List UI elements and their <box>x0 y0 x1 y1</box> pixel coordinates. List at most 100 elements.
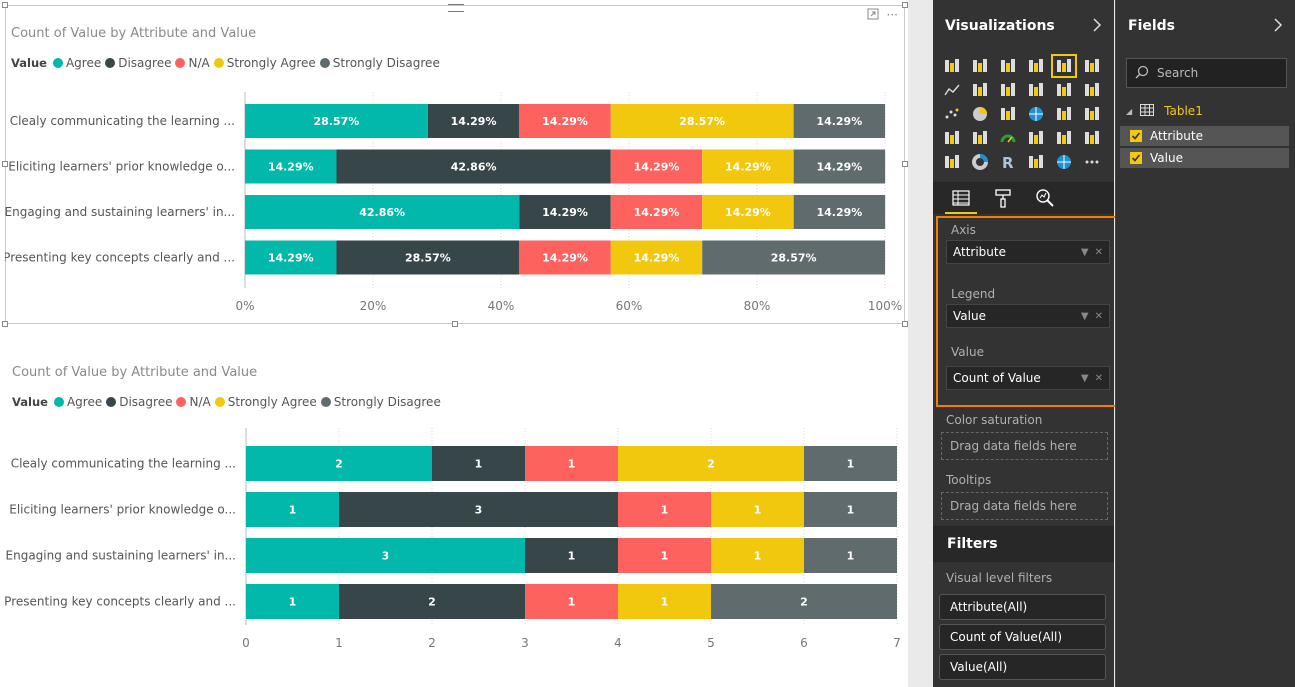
checkbox-checked-icon[interactable] <box>1130 130 1142 142</box>
collapse-triangle-icon[interactable]: ◢ <box>1126 106 1133 116</box>
table-node[interactable]: ◢ Table1 <box>1116 100 1295 122</box>
bar-segment <box>618 538 711 573</box>
close-icon[interactable]: ✕ <box>1094 372 1103 384</box>
close-icon[interactable]: ✕ <box>1094 246 1103 258</box>
axis-field-pill[interactable]: Attribute ▼ ✕ <box>946 240 1110 264</box>
visual-title: Count of Value by Attribute and Value <box>12 365 258 380</box>
analytics-magnifier-icon[interactable] <box>1033 184 1057 212</box>
filled-map-icon[interactable] <box>941 128 963 148</box>
legend-item-disagree[interactable]: Disagree <box>106 395 172 409</box>
x-tick-label: 3 <box>521 636 529 650</box>
legend-label: Agree <box>65 56 102 70</box>
field-wells-highlight: Axis Attribute ▼ ✕ Legend Value ▼ ✕ Value … <box>936 216 1118 407</box>
focus-mode-icon[interactable] <box>867 8 879 23</box>
resize-handle[interactable] <box>2 161 8 167</box>
matrix-visual-icon[interactable] <box>1081 104 1103 124</box>
clustered-column-chart-icon[interactable] <box>1025 56 1047 76</box>
fields-tab-icon[interactable] <box>945 184 977 214</box>
gauge-icon[interactable] <box>997 128 1019 148</box>
data-label: 1 <box>568 458 576 471</box>
ribbon-chart-icon[interactable] <box>1081 80 1103 100</box>
stacked-100-bar-visual[interactable]: ··· Count of Value by Attribute and Valu… <box>2 2 908 327</box>
legend-item-na[interactable]: N/A <box>176 395 211 409</box>
funnel-icon[interactable] <box>969 128 991 148</box>
bar-segment <box>711 584 897 619</box>
tooltips-drop-zone[interactable]: Drag data fields here <box>941 492 1108 520</box>
chevron-down-icon[interactable]: ▼ <box>1080 310 1089 322</box>
legend-item-na[interactable]: N/A <box>175 56 210 70</box>
pie-chart-icon[interactable] <box>969 104 991 124</box>
legend-label: Strongly Agree <box>226 56 316 70</box>
stacked-bar-chart-icon[interactable] <box>941 56 963 76</box>
chevron-down-icon[interactable]: ▼ <box>1080 246 1089 258</box>
stacked-column-100-chart-icon[interactable] <box>1081 56 1103 76</box>
data-label: 1 <box>754 550 762 563</box>
scatter-chart-icon[interactable] <box>941 104 963 124</box>
more-options-icon[interactable]: ··· <box>886 8 898 22</box>
bar-segment <box>702 240 886 275</box>
close-icon[interactable]: ✕ <box>1094 310 1103 322</box>
multi-row-card-icon[interactable] <box>1025 128 1047 148</box>
drag-handle[interactable] <box>448 4 464 12</box>
legend-item-strongly-disagree[interactable]: Strongly Disagree <box>320 395 441 409</box>
globe-map-icon[interactable] <box>1053 152 1075 172</box>
r-script-icon[interactable]: R <box>997 152 1019 172</box>
x-tick-label: 6 <box>800 636 808 650</box>
report-canvas[interactable]: ··· Count of Value by Attribute and Valu… <box>0 0 908 687</box>
chart-plot-area[interactable]: 0 1 2 3 4 5 6 7 Clealy communicating the learnin… <box>5 355 905 675</box>
format-paint-roller-icon[interactable] <box>991 184 1015 212</box>
kpi-icon[interactable] <box>1081 128 1103 148</box>
legend-field-pill[interactable]: Value ▼ ✕ <box>946 304 1110 328</box>
resize-handle[interactable] <box>902 321 908 327</box>
field-name: Value <box>1150 151 1183 165</box>
legend-item-agree[interactable]: Agree <box>52 56 102 70</box>
treemap-icon[interactable] <box>997 104 1019 124</box>
resize-handle[interactable] <box>2 321 8 327</box>
legend-item-disagree[interactable]: Disagree <box>105 56 171 70</box>
resize-handle[interactable] <box>452 321 458 327</box>
bar-segment <box>246 584 339 619</box>
bar-segment <box>702 149 794 184</box>
legend-item-strongly-disagree[interactable]: Strongly Disagree <box>319 56 440 70</box>
field-value[interactable]: Value <box>1120 148 1289 168</box>
chevron-right-icon[interactable] <box>1092 17 1102 36</box>
table-visual-icon[interactable] <box>1053 104 1075 124</box>
filter-count-of-value[interactable]: Count of Value(All) <box>939 624 1106 650</box>
bar-segment <box>610 149 703 184</box>
bar-segment <box>245 240 337 275</box>
color-saturation-drop-zone[interactable]: Drag data fields here <box>941 432 1108 460</box>
checkbox-checked-icon[interactable] <box>1130 152 1142 164</box>
value-field-pill[interactable]: Count of Value ▼ ✕ <box>946 366 1110 390</box>
resize-handle[interactable] <box>2 2 8 8</box>
line-clustered-column-icon[interactable] <box>1053 80 1075 100</box>
line-chart-icon[interactable] <box>941 80 963 100</box>
filter-value[interactable]: Value(All) <box>939 654 1106 680</box>
line-column-chart-icon[interactable] <box>1025 80 1047 100</box>
legend-item-strongly-agree[interactable]: Strongly Agree <box>213 56 316 70</box>
bar-segment <box>804 492 897 527</box>
stacked-column-chart-icon[interactable] <box>969 56 991 76</box>
chevron-down-icon[interactable]: ▼ <box>1080 372 1089 384</box>
clustered-bar-chart-icon[interactable] <box>997 56 1019 76</box>
legend-item-agree[interactable]: Agree <box>53 395 102 409</box>
chart-plot-area[interactable]: 0% 20% 40% 60% 80% 100% Clealy communicating t… <box>5 5 905 324</box>
chevron-right-icon[interactable] <box>1273 17 1283 36</box>
donut-chart-icon[interactable] <box>969 152 991 172</box>
fields-search-input[interactable]: Search <box>1126 58 1287 88</box>
stacked-area-chart-icon[interactable] <box>997 80 1019 100</box>
shape-map-icon[interactable] <box>1025 152 1047 172</box>
stacked-bar-100-chart-icon[interactable] <box>1051 54 1077 78</box>
resize-handle[interactable] <box>902 161 908 167</box>
card-icon[interactable] <box>1053 128 1075 148</box>
data-label: 2 <box>335 458 343 471</box>
map-icon[interactable] <box>1025 104 1047 124</box>
filter-attribute[interactable]: Attribute(All) <box>939 594 1106 620</box>
more-visuals-icon[interactable] <box>1081 152 1103 172</box>
area-chart-icon[interactable] <box>969 80 991 100</box>
resize-handle[interactable] <box>902 2 908 8</box>
legend-item-strongly-agree[interactable]: Strongly Agree <box>214 395 317 409</box>
field-attribute[interactable]: Attribute <box>1120 126 1289 146</box>
slicer-icon[interactable] <box>941 152 963 172</box>
stacked-bar-visual[interactable]: Count of Value by Attribute and Value Va… <box>5 355 905 675</box>
bar-segment <box>519 104 611 138</box>
